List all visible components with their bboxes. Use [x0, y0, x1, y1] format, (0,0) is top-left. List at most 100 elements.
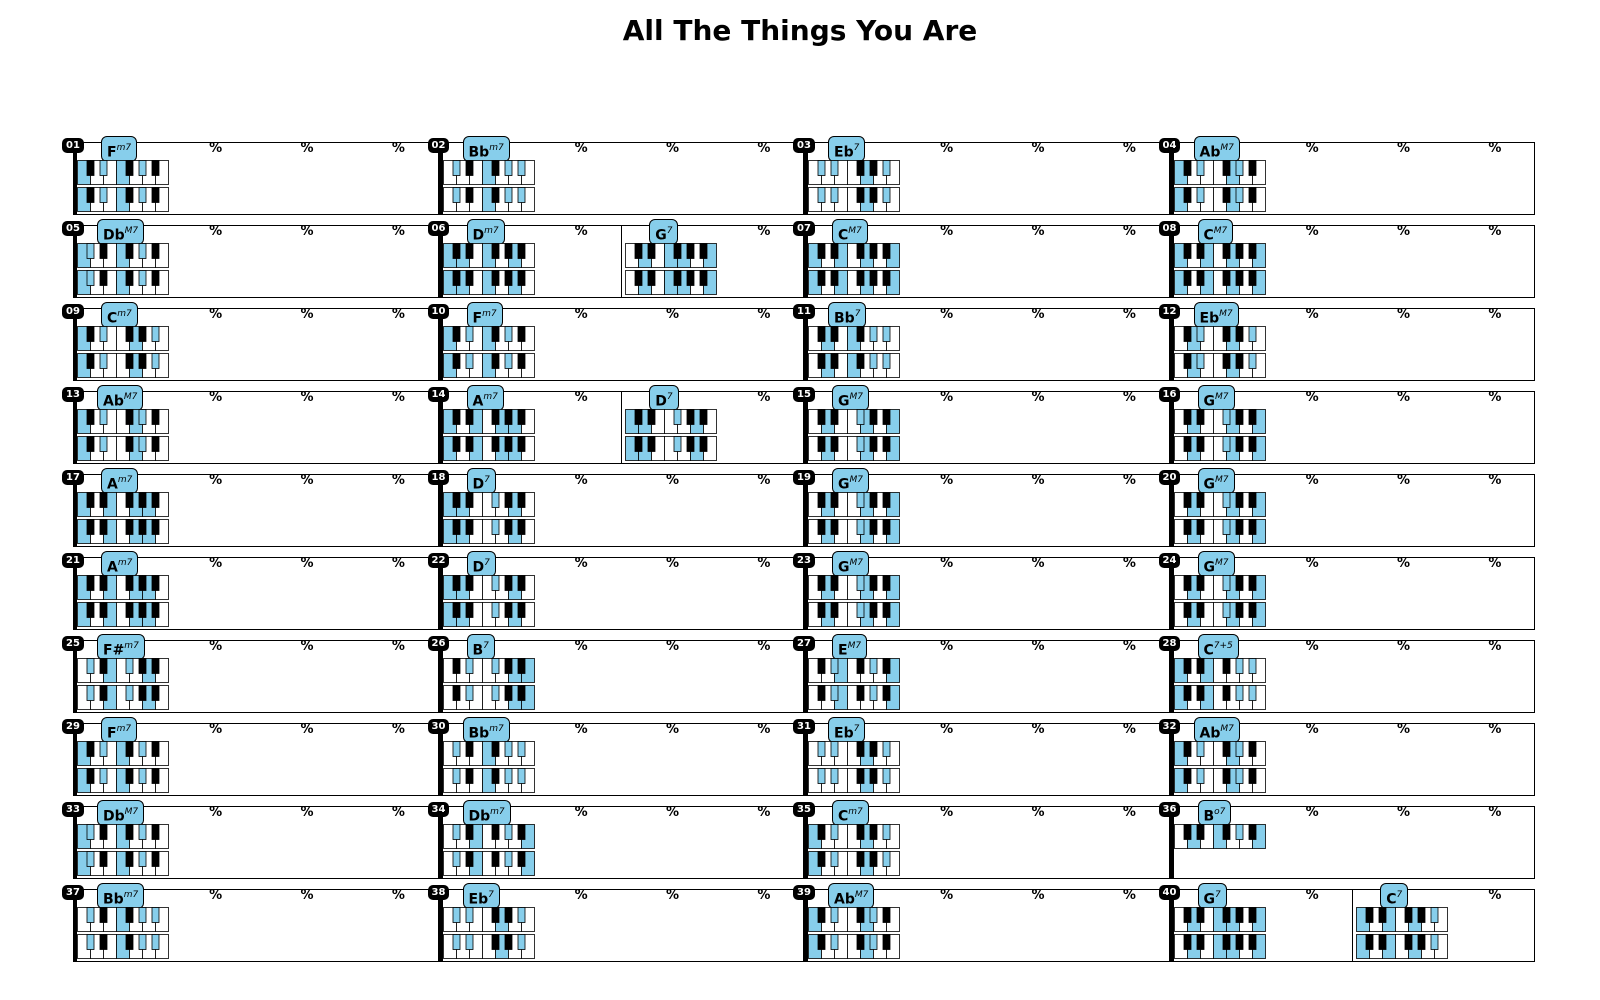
keyboard-diagram [77, 519, 169, 544]
repeat-mark: % [1122, 141, 1136, 156]
black-key [86, 270, 95, 286]
measure-number: 12 [1158, 304, 1181, 319]
keyboard-diagram [808, 685, 900, 710]
black-key [504, 270, 512, 286]
black-key [1378, 907, 1387, 923]
black-key [1248, 409, 1256, 425]
measure-number: 31 [793, 719, 815, 734]
black-key [869, 519, 878, 535]
black-key [634, 409, 643, 425]
keyboard-diagram [808, 187, 900, 212]
black-key [125, 436, 134, 452]
chord-symbol: Bbm7 [462, 136, 510, 162]
repeat-mark: % [391, 224, 405, 239]
black-key [830, 602, 839, 618]
black-key [1196, 602, 1204, 618]
black-key [465, 160, 473, 176]
black-key [1222, 353, 1230, 369]
black-key [125, 768, 134, 784]
measure: 15 GM7%%% [793, 385, 1170, 464]
chord-symbol: AbM7 [1193, 136, 1240, 162]
black-key [882, 243, 891, 259]
black-key [830, 658, 839, 674]
keyboard-diagram [808, 824, 900, 849]
black-key [491, 824, 499, 840]
keyboard-diagram [442, 741, 535, 766]
black-key [869, 602, 878, 618]
black-key [125, 270, 134, 286]
repeat-mark: % [1396, 722, 1410, 737]
repeat-mark: % [300, 722, 314, 737]
repeat-mark: % [391, 639, 405, 654]
repeat-mark: % [940, 224, 954, 239]
black-key [1183, 934, 1191, 950]
black-key [99, 851, 108, 867]
chord-symbol: Eb7 [828, 717, 866, 743]
chord-symbol: CM7 [832, 219, 868, 245]
chord-quality: 7 [854, 309, 861, 319]
measure-frame [438, 723, 804, 796]
keyboard-diagram [77, 270, 169, 295]
repeat-mark: % [1488, 224, 1502, 239]
repeat-mark: % [1122, 307, 1136, 322]
keyboard-diagram [625, 270, 718, 295]
black-key [465, 187, 473, 203]
black-key [817, 519, 826, 535]
black-key [125, 685, 134, 701]
keyboard-diagram [77, 851, 169, 876]
black-key [1248, 519, 1256, 535]
measure-frame [73, 308, 439, 381]
measure-number: 21 [62, 553, 84, 568]
keyboard-diagram [808, 741, 900, 766]
keyboard-diagram [1173, 658, 1266, 683]
measure-number: 09 [62, 304, 84, 319]
chord-root: Ab [1199, 144, 1221, 161]
black-key [1248, 768, 1256, 784]
black-key [869, 934, 878, 950]
black-key [86, 575, 95, 591]
chord-quality: M7 [849, 392, 864, 402]
black-key [856, 741, 865, 757]
black-key [817, 409, 826, 425]
keyboard-diagram [1173, 741, 1266, 766]
black-key [1248, 270, 1256, 286]
black-key [869, 851, 878, 867]
chord-quality: M7 [1215, 475, 1229, 485]
repeat-mark: % [391, 805, 405, 820]
chord-quality: m7 [116, 143, 132, 153]
repeat-mark: % [391, 888, 405, 903]
black-key [1183, 768, 1191, 784]
repeat-mark: % [665, 473, 679, 488]
black-key [491, 907, 499, 923]
black-key [465, 353, 473, 369]
black-key [1196, 741, 1204, 757]
black-key [99, 270, 108, 286]
black-key [817, 243, 826, 259]
black-key [817, 602, 826, 618]
black-key [86, 326, 95, 342]
repeat-mark: % [1031, 722, 1045, 737]
black-key [1183, 907, 1191, 923]
black-key [856, 851, 865, 867]
keyboard-diagram [808, 492, 900, 517]
black-key [882, 907, 891, 923]
repeat-mark: % [1122, 639, 1136, 654]
black-key [125, 187, 134, 203]
measure: 12 EbM7%%% [1158, 302, 1535, 381]
black-key [634, 243, 643, 259]
chord-quality: M7 [1213, 226, 1228, 236]
chord-symbol: GM7 [1197, 385, 1235, 411]
black-key [882, 741, 891, 757]
repeat-mark: % [300, 141, 314, 156]
black-key [86, 409, 95, 425]
black-key [699, 243, 708, 259]
black-key [869, 575, 878, 591]
black-key [1235, 160, 1243, 176]
black-key [1248, 353, 1256, 369]
keyboard-diagram [1173, 768, 1266, 793]
black-key [491, 768, 499, 784]
measure-number: 34 [427, 802, 450, 817]
black-key [882, 768, 891, 784]
repeat-mark: % [1396, 556, 1410, 571]
black-key [491, 519, 499, 535]
